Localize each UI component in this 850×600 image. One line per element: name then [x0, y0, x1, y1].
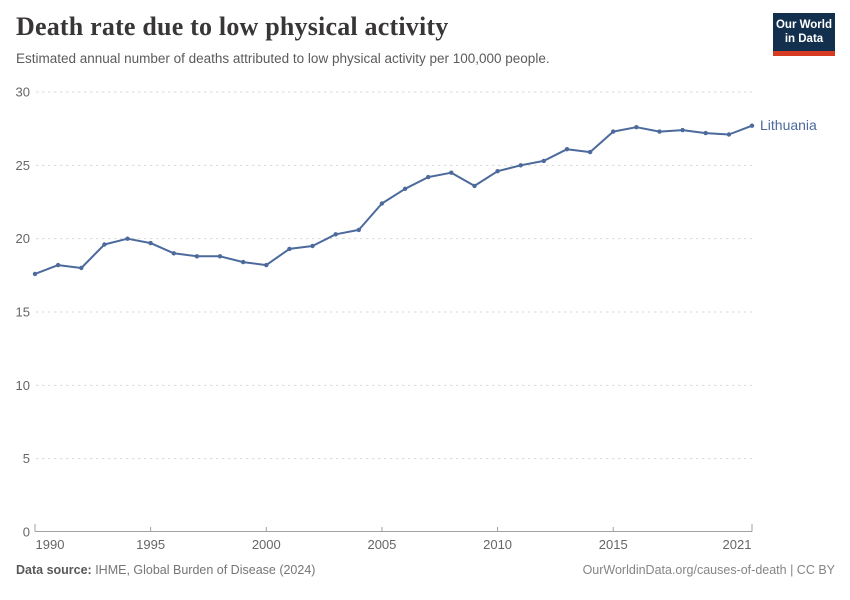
data-point [564, 147, 570, 152]
data-point [333, 232, 338, 237]
data-point [495, 169, 500, 174]
y-gridlines: 0 5 10 15 20 25 30 [16, 85, 752, 540]
data-point [194, 254, 200, 259]
data-point [310, 243, 315, 249]
owid-logo: Our World in Data [773, 13, 835, 56]
y-tick-label: 30 [16, 85, 30, 100]
data-source-value: IHME, Global Burden of Disease (2024) [91, 563, 316, 577]
data-point [703, 130, 708, 136]
x-tick-label: 2015 [599, 537, 628, 552]
data-point [241, 259, 246, 265]
data-source: Data source: IHME, Global Burden of Dise… [16, 563, 315, 577]
data-point [449, 170, 454, 175]
data-point [726, 132, 732, 137]
data-point [379, 201, 385, 206]
entity-label: Lithuania [760, 117, 817, 133]
data-point [634, 125, 639, 130]
x-tick-label: 2000 [252, 537, 281, 552]
data-point [125, 236, 130, 241]
data-source-label: Data source: [16, 563, 92, 577]
data-point [749, 123, 755, 128]
data-point [518, 163, 523, 168]
data-point [148, 240, 153, 246]
chart-footer: Data source: IHME, Global Burden of Dise… [16, 563, 835, 577]
x-tick-label: 2010 [483, 537, 512, 552]
data-point [79, 265, 84, 271]
data-point [680, 127, 685, 133]
series-lithuania: Lithuania [32, 117, 817, 277]
data-point [32, 271, 38, 277]
chart-subtitle: Estimated annual number of deaths attrib… [16, 51, 550, 66]
x-tick-label: 2005 [367, 537, 396, 552]
y-tick-label: 5 [23, 451, 30, 466]
data-point [472, 183, 477, 189]
data-point [55, 262, 61, 268]
y-tick-label: 20 [16, 231, 30, 246]
data-point [171, 251, 176, 256]
data-point [102, 242, 107, 247]
y-tick-label: 0 [23, 525, 30, 540]
logo-line2: in Data [784, 33, 824, 45]
data-point [217, 254, 223, 259]
data-point [541, 158, 546, 164]
x-tick-label: 2021 [723, 537, 752, 552]
x-axis: 1990 1995 2000 2005 2010 2015 2021 [34, 524, 753, 552]
y-tick-label: 25 [16, 158, 30, 173]
y-tick-label: 15 [16, 305, 30, 320]
data-point [287, 246, 292, 252]
data-point [356, 227, 361, 233]
logo-line1: Our World [775, 18, 832, 31]
x-tick-label: 1995 [136, 537, 165, 552]
data-point [402, 186, 408, 191]
y-tick-label: 10 [16, 378, 30, 393]
data-point [264, 262, 269, 268]
page-title: Death rate due to low physical activity [16, 12, 449, 41]
data-point [587, 149, 593, 155]
data-point [611, 129, 616, 134]
data-point [426, 174, 431, 180]
x-tick-label: 1990 [36, 537, 65, 552]
series-line [34, 124, 753, 275]
data-point [657, 129, 662, 134]
owid-cc-link[interactable]: OurWorldinData.org/causes-of-death | CC … [582, 563, 835, 577]
